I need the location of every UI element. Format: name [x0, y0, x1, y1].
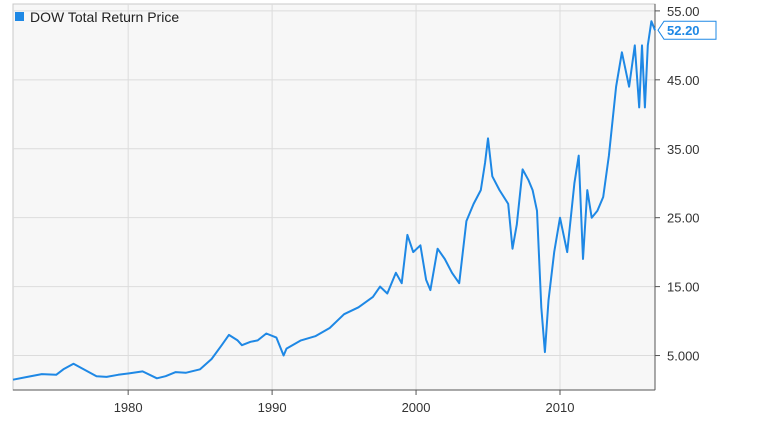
y-tick-label: 15.00 — [667, 280, 700, 295]
y-tick-label: 45.00 — [667, 73, 700, 88]
plot-background — [12, 3, 656, 391]
y-tick-label: 35.00 — [667, 142, 700, 157]
x-tick-label: 1990 — [258, 400, 287, 415]
legend-label: DOW Total Return Price — [30, 9, 179, 25]
y-tick-label: 25.00 — [667, 211, 700, 226]
last-value-badge-shape — [657, 20, 717, 40]
x-axis-ticks: 1980 1990 2000 2010 — [114, 390, 575, 415]
series-line — [12, 20, 656, 381]
grid-lines — [13, 4, 655, 390]
x-tick-label: 1980 — [114, 400, 143, 415]
y-axis-ticks: 5.000 15.00 25.00 35.00 45.00 55.00 — [655, 4, 700, 364]
series-layer — [12, 20, 656, 381]
last-value-badge: 52.20 — [657, 20, 717, 40]
legend-swatch-icon — [15, 12, 24, 21]
y-tick-label: 5.000 — [667, 349, 700, 364]
x-tick-label: 2000 — [402, 400, 431, 415]
legend: DOW Total Return Price — [15, 9, 179, 25]
last-value-label: 52.20 — [667, 23, 700, 38]
x-tick-label: 2010 — [546, 400, 575, 415]
y-tick-label: 55.00 — [667, 4, 700, 19]
